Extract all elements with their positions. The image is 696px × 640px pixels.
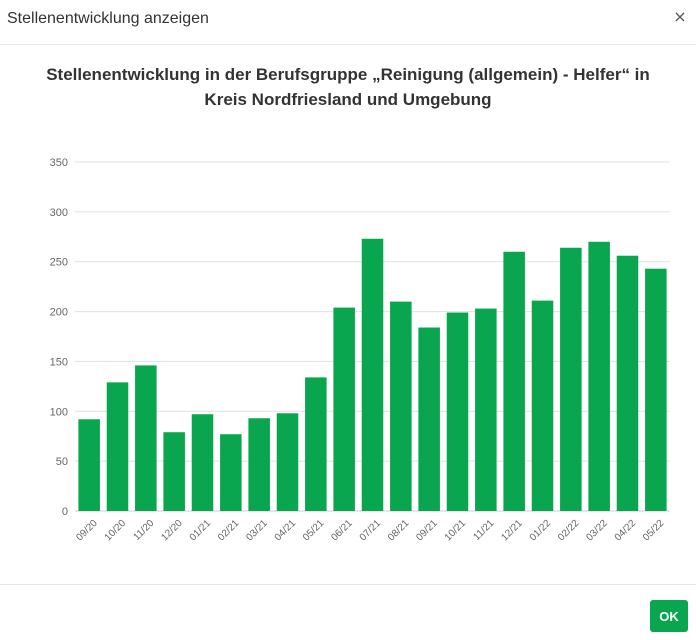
x-tick-label: 02/22 (556, 518, 582, 544)
x-tick-label: 05/22 (641, 518, 667, 544)
bar-10-21[interactable] (446, 312, 469, 511)
x-tick-label: 01/22 (528, 518, 554, 544)
x-tick-label: 05/21 (301, 518, 327, 544)
x-axis: 09/20 10/20 11/20 12/20 01/21 02/21 03/21 04/21… (74, 518, 666, 544)
chart-title: Stellenentwicklung in der Berufsgruppe „… (46, 65, 650, 109)
x-tick-label: 12/20 (159, 518, 185, 544)
bar-12-20[interactable] (163, 432, 185, 511)
x-tick-label: 07/21 (358, 518, 384, 544)
bar-02-21[interactable] (220, 434, 242, 511)
y-tick-label: 200 (50, 307, 68, 319)
bar-06-21[interactable] (333, 307, 355, 511)
bar-layer (78, 238, 667, 512)
bar-09-20[interactable] (78, 419, 100, 511)
bar-03-21[interactable] (248, 418, 270, 511)
x-tick-label: 10/20 (103, 518, 129, 544)
ok-button[interactable]: OK (650, 600, 688, 632)
bar-08-21[interactable] (390, 301, 412, 511)
x-tick-label: 01/21 (188, 518, 214, 544)
y-axis: 0 50 100 150 200 250 300 350 (50, 157, 68, 518)
x-tick-label: 10/21 (443, 518, 469, 544)
bar-01-21[interactable] (191, 414, 214, 511)
bar-07-21[interactable] (361, 238, 384, 511)
x-tick-label: 04/21 (273, 518, 299, 544)
close-icon[interactable]: × (673, 7, 687, 26)
dialog-title: Stellenentwicklung anzeigen (7, 10, 209, 27)
bar-10-20[interactable] (106, 382, 129, 511)
y-tick-label: 300 (50, 207, 68, 219)
x-tick-label: 03/22 (584, 518, 610, 544)
x-tick-label: 03/21 (244, 518, 270, 544)
dialog-footer: OK (0, 584, 696, 640)
bar-11-20[interactable] (135, 365, 157, 511)
x-tick-label: 12/21 (499, 518, 525, 544)
y-tick-label: 50 (56, 456, 68, 468)
bar-05-21[interactable] (305, 377, 327, 511)
bar-01-22[interactable] (531, 300, 554, 511)
y-tick-label: 350 (50, 157, 68, 169)
bar-04-21[interactable] (276, 413, 299, 511)
y-tick-label: 250 (50, 257, 68, 269)
x-tick-label: 06/21 (329, 518, 355, 544)
bar-02-22[interactable] (560, 247, 582, 512)
y-tick-label: 150 (50, 356, 68, 368)
bar-09-21[interactable] (418, 327, 440, 511)
x-tick-label: 02/21 (216, 518, 242, 544)
bar-03-22[interactable] (588, 241, 610, 511)
bar-12-21[interactable] (503, 251, 525, 511)
y-tick-label: 0 (62, 506, 68, 518)
x-tick-label: 11/21 (472, 518, 497, 543)
x-tick-label: 08/21 (386, 518, 412, 544)
x-tick-label: 09/20 (74, 518, 100, 544)
bar-04-22[interactable] (616, 255, 639, 511)
y-tick-label: 100 (50, 406, 68, 418)
chart-container: Stellenentwicklung in der Berufsgruppe „… (0, 44, 696, 584)
x-tick-label: 09/21 (414, 518, 440, 544)
bar-05-22[interactable] (645, 268, 667, 511)
dialog-header: Stellenentwicklung anzeigen × (0, 0, 696, 45)
x-tick-label: 04/22 (613, 518, 639, 544)
x-tick-label: 11/20 (132, 518, 157, 543)
bar-11-21[interactable] (475, 308, 497, 511)
